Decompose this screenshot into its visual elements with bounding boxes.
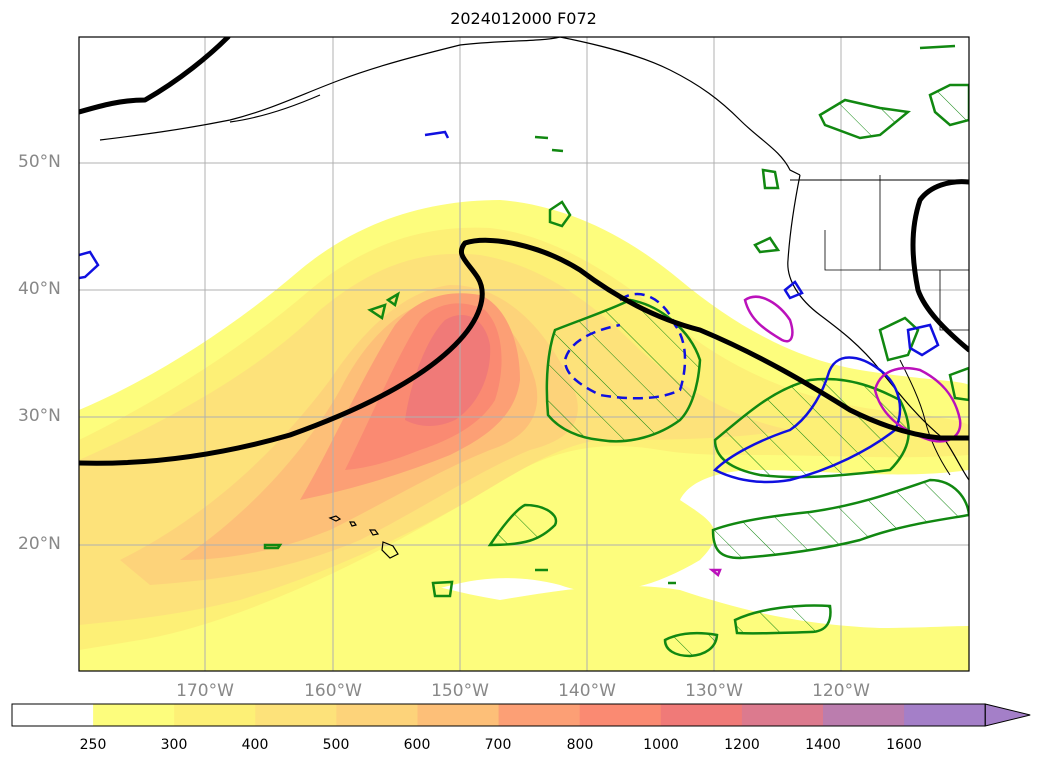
colorbar-swatch bbox=[336, 704, 418, 726]
lat-label-50n: 50°N bbox=[18, 152, 61, 172]
colorbar-tick: 400 bbox=[241, 737, 269, 753]
colorbar-tick: 1400 bbox=[805, 737, 841, 753]
colorbar-tick: 250 bbox=[79, 737, 107, 753]
colorbar-swatch bbox=[579, 704, 662, 726]
colorbar-swatch bbox=[660, 704, 743, 726]
lat-label-40n: 40°N bbox=[18, 279, 61, 299]
colorbar-extend-arrow bbox=[984, 703, 1031, 727]
lat-label-20n: 20°N bbox=[18, 534, 61, 554]
colorbar bbox=[11, 703, 1031, 727]
colorbar-swatch bbox=[93, 704, 175, 726]
blue-contours bbox=[79, 130, 940, 484]
colorbar-tick: 600 bbox=[403, 737, 431, 753]
colorbar-tick: 1600 bbox=[886, 737, 922, 753]
colorbar-swatch bbox=[904, 704, 986, 726]
colorbar-swatch bbox=[741, 704, 824, 726]
colorbar-tick: 500 bbox=[322, 737, 350, 753]
colorbar-swatch bbox=[417, 704, 500, 726]
colorbar-tick: 800 bbox=[566, 737, 594, 753]
colorbar-swatch bbox=[12, 704, 94, 726]
colorbar-tick: 700 bbox=[484, 737, 512, 753]
lon-label-150w: 150°W bbox=[431, 681, 489, 701]
colorbar-tick: 300 bbox=[160, 737, 188, 753]
map-frame bbox=[78, 36, 970, 672]
colorbar-swatch bbox=[174, 704, 256, 726]
colorbar-tick: 1200 bbox=[724, 737, 760, 753]
colorbar-swatch bbox=[498, 704, 581, 726]
ivt-1000-1200 bbox=[405, 314, 491, 426]
colorbar-tick: 1000 bbox=[643, 737, 679, 753]
colorbar-frame bbox=[11, 703, 986, 727]
lon-label-160w: 160°W bbox=[304, 681, 362, 701]
coastlines bbox=[99, 37, 969, 559]
map-title: 2024012000 F072 bbox=[450, 9, 597, 28]
magenta-contours bbox=[708, 295, 962, 578]
colorbar-swatch bbox=[255, 704, 337, 726]
black-contours bbox=[79, 37, 969, 466]
lat-label-30n: 30°N bbox=[18, 406, 61, 426]
lon-label-170w: 170°W bbox=[176, 681, 234, 701]
graticule bbox=[79, 37, 969, 671]
lon-label-140w: 140°W bbox=[558, 681, 616, 701]
colorbar-swatch bbox=[823, 704, 905, 726]
lon-label-130w: 130°W bbox=[685, 681, 743, 701]
lon-label-120w: 120°W bbox=[812, 681, 870, 701]
